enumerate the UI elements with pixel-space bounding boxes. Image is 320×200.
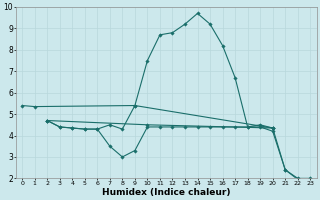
X-axis label: Humidex (Indice chaleur): Humidex (Indice chaleur) [102, 188, 230, 197]
